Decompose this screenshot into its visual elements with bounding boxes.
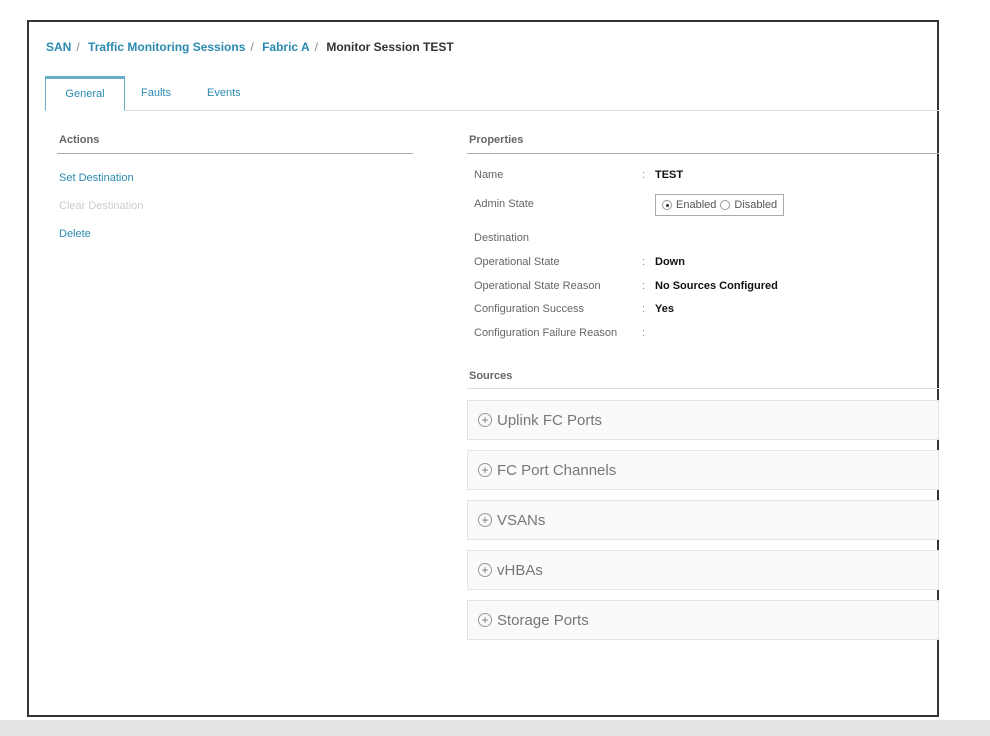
breadcrumb-san[interactable]: SAN bbox=[46, 40, 72, 54]
source-vsans[interactable]: + VSANs bbox=[467, 500, 939, 540]
breadcrumb-fabric-a[interactable]: Fabric A bbox=[262, 40, 310, 54]
actions-divider bbox=[57, 153, 413, 154]
properties-heading: Properties bbox=[469, 134, 524, 146]
source-label: vHBAs bbox=[497, 561, 543, 579]
source-vhbas[interactable]: + vHBAs bbox=[467, 550, 939, 590]
colon: : bbox=[642, 169, 646, 181]
sources-divider bbox=[467, 388, 939, 389]
radio-disabled-label[interactable]: Disabled bbox=[734, 199, 778, 211]
expand-plus-icon[interactable]: + bbox=[478, 563, 492, 577]
tab-faults[interactable]: Faults bbox=[141, 87, 171, 99]
colon: : bbox=[642, 256, 646, 268]
name-label: Name bbox=[474, 169, 504, 181]
source-label: FC Port Channels bbox=[497, 461, 617, 479]
monitor-session-panel: SAN / Traffic Monitoring Sessions / Fabric… bbox=[27, 20, 939, 717]
admin-state-label: Admin State bbox=[474, 198, 534, 210]
config-failure-label: Configuration Failure Reason bbox=[474, 327, 618, 339]
radio-disabled[interactable] bbox=[720, 200, 731, 210]
name-value: TEST bbox=[655, 169, 684, 181]
source-storage-ports[interactable]: + Storage Ports bbox=[467, 600, 939, 640]
delete-link[interactable]: Delete bbox=[59, 228, 91, 240]
clear-destination-link: Clear Destination bbox=[59, 200, 144, 212]
source-label: VSANs bbox=[497, 511, 546, 529]
config-success-label: Configuration Success bbox=[474, 303, 585, 315]
op-reason-value: No Sources Configured bbox=[655, 280, 778, 292]
bottom-bar bbox=[0, 720, 990, 736]
source-fc-port-channels[interactable]: + FC Port Channels bbox=[467, 450, 939, 490]
breadcrumb: SAN / Traffic Monitoring Sessions / Fabric… bbox=[46, 40, 454, 54]
expand-plus-icon[interactable]: + bbox=[478, 613, 492, 627]
expand-plus-icon[interactable]: + bbox=[478, 413, 492, 427]
config-success-value: Yes bbox=[655, 303, 674, 315]
source-uplink-fc-ports[interactable]: + Uplink FC Ports bbox=[467, 400, 939, 440]
radio-enabled[interactable] bbox=[662, 200, 672, 210]
properties-divider bbox=[467, 153, 939, 154]
tab-events[interactable]: Events bbox=[207, 87, 241, 99]
set-destination-link[interactable]: Set Destination bbox=[59, 172, 134, 184]
breadcrumb-traffic-monitoring-sessions[interactable]: Traffic Monitoring Sessions bbox=[88, 40, 246, 54]
breadcrumb-current: Monitor Session TEST bbox=[326, 40, 454, 54]
op-state-value: Down bbox=[655, 256, 685, 268]
radio-enabled-label[interactable]: Enabled bbox=[676, 199, 717, 211]
destination-label: Destination bbox=[474, 232, 530, 244]
op-state-label: Operational State bbox=[474, 256, 560, 268]
source-label: Storage Ports bbox=[497, 611, 589, 629]
colon: : bbox=[642, 327, 646, 339]
tab-bar: General Faults Events bbox=[45, 76, 939, 111]
tab-general[interactable]: General bbox=[45, 76, 125, 111]
admin-state-radio-group: Enabled Disabled bbox=[655, 194, 785, 216]
actions-heading: Actions bbox=[59, 134, 100, 146]
source-label: Uplink FC Ports bbox=[497, 411, 603, 429]
colon: : bbox=[642, 303, 646, 315]
expand-plus-icon[interactable]: + bbox=[478, 463, 492, 477]
colon: : bbox=[642, 280, 646, 292]
op-reason-label: Operational State Reason bbox=[474, 280, 601, 292]
sources-heading: Sources bbox=[469, 370, 513, 382]
expand-plus-icon[interactable]: + bbox=[478, 513, 492, 527]
